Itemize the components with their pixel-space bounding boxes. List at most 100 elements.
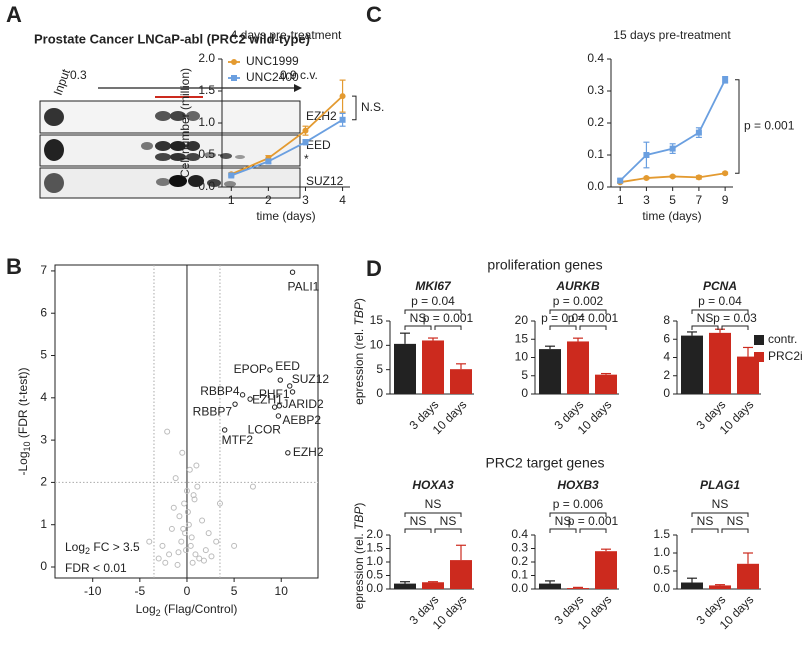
error-bar — [687, 577, 697, 583]
y-tick-label: 5 — [521, 368, 528, 382]
x-tick-label: 4 — [339, 193, 346, 207]
band — [224, 181, 236, 187]
legend-swatch — [754, 352, 764, 362]
chart-title: 4 days pre-treatment — [231, 28, 342, 42]
x-tick-label: 1 — [228, 193, 235, 207]
x-axis-label-part: 2 — [156, 608, 161, 618]
band — [207, 179, 221, 187]
bracket — [691, 528, 719, 533]
point — [170, 504, 177, 511]
bracket — [735, 79, 740, 174]
x-axis-label: time (days) — [642, 209, 701, 223]
band — [235, 155, 245, 159]
arrow-head — [294, 84, 302, 92]
band — [155, 153, 171, 161]
point — [202, 547, 209, 554]
bracket — [721, 325, 749, 330]
point — [188, 534, 195, 541]
bar — [539, 349, 561, 394]
point-label: EPOP — [234, 362, 267, 376]
y-axis-label: Cell number (million) — [178, 68, 192, 178]
bracket — [579, 528, 607, 533]
y-tick-label: 1.0 — [198, 115, 215, 129]
y-tick-label: 4 — [663, 350, 670, 364]
point — [159, 542, 166, 549]
band — [44, 173, 64, 193]
comparison: NS — [727, 514, 744, 528]
comparison: p = 0.04 — [411, 294, 455, 308]
y-tick-label: 0 — [663, 386, 670, 400]
y-tick-label: 15 — [515, 331, 529, 345]
series-line — [230, 119, 344, 177]
comparison: p = 0.04 — [698, 294, 742, 308]
bracket — [404, 325, 432, 330]
point-label: RBBP4 — [200, 384, 240, 398]
marker — [228, 172, 235, 179]
comparison: p = 0.002 — [553, 294, 604, 308]
error-bar — [428, 581, 438, 583]
y-tick-label: 2 — [40, 475, 47, 489]
annotation: p = 0.001 — [744, 119, 795, 133]
y-tick-label: 10 — [515, 350, 529, 364]
y-tick-label: 0.0 — [198, 179, 215, 193]
point — [175, 549, 182, 556]
bar — [567, 341, 589, 394]
y-tick-label: 5 — [376, 362, 383, 376]
bar — [394, 583, 416, 589]
y-tick-label: 0.2 — [511, 554, 528, 568]
band — [204, 152, 216, 158]
comparison: NS — [425, 497, 442, 511]
y-tick-label: 15 — [370, 313, 384, 327]
bar — [394, 343, 416, 394]
comparison: p = 0.001 — [568, 311, 619, 325]
y-tick-label: 0.1 — [587, 147, 604, 161]
point — [194, 483, 201, 490]
y-tick-label: 0.4 — [587, 51, 604, 65]
band — [141, 142, 153, 150]
x-tick-label: -5 — [135, 584, 146, 598]
y-tick-label: 0.4 — [511, 527, 528, 541]
marker — [339, 116, 346, 123]
y-tick-label: 0.5 — [366, 568, 383, 582]
point — [164, 428, 171, 435]
series-line — [619, 79, 726, 182]
y-tick-label: 0 — [376, 386, 383, 400]
marker — [695, 174, 702, 181]
bar — [595, 374, 617, 394]
labeled-point — [289, 269, 296, 275]
y-axis-label: -Log10 (FDR (t-test)) — [16, 367, 32, 475]
bracket — [579, 325, 607, 330]
x-tick-label: 3 — [643, 193, 650, 207]
error-bar — [400, 332, 410, 344]
y-tick-label: 0 — [521, 386, 528, 400]
bracket — [691, 309, 749, 314]
marker — [669, 173, 676, 180]
blot-title: Prostate Cancer LNCaP-abl (PRC2 wild-typ… — [34, 31, 310, 46]
x-tick-label: 5 — [669, 193, 676, 207]
error-bar — [456, 363, 466, 370]
labeled-point — [287, 383, 293, 389]
error-bar — [715, 584, 725, 586]
labeled-point — [232, 401, 238, 407]
marker — [302, 139, 309, 146]
y-tick-label: 6 — [663, 331, 670, 345]
y-tick-label: 0.0 — [511, 581, 528, 595]
gradient-start: 0.3 — [70, 68, 87, 82]
y-tick-label: 0.2 — [587, 115, 604, 129]
y-tick-label: 1 — [40, 517, 47, 531]
section-title: PRC2 target genes — [485, 455, 604, 471]
y-tick-label: 2 — [663, 368, 670, 382]
y-axis-label: epression (rel. TBP) — [352, 503, 366, 610]
band-label: SUZ12 — [306, 174, 344, 188]
error-bar — [601, 372, 611, 375]
band — [44, 108, 64, 126]
x-tick-label: 7 — [696, 193, 703, 207]
comparison: NS — [712, 497, 729, 511]
bar — [709, 585, 731, 589]
y-tick-label: 3 — [40, 432, 47, 446]
point-label: MTF2 — [222, 433, 254, 447]
bar — [567, 588, 589, 589]
y-axis-label-part: TBP — [352, 507, 366, 530]
point — [216, 500, 223, 507]
